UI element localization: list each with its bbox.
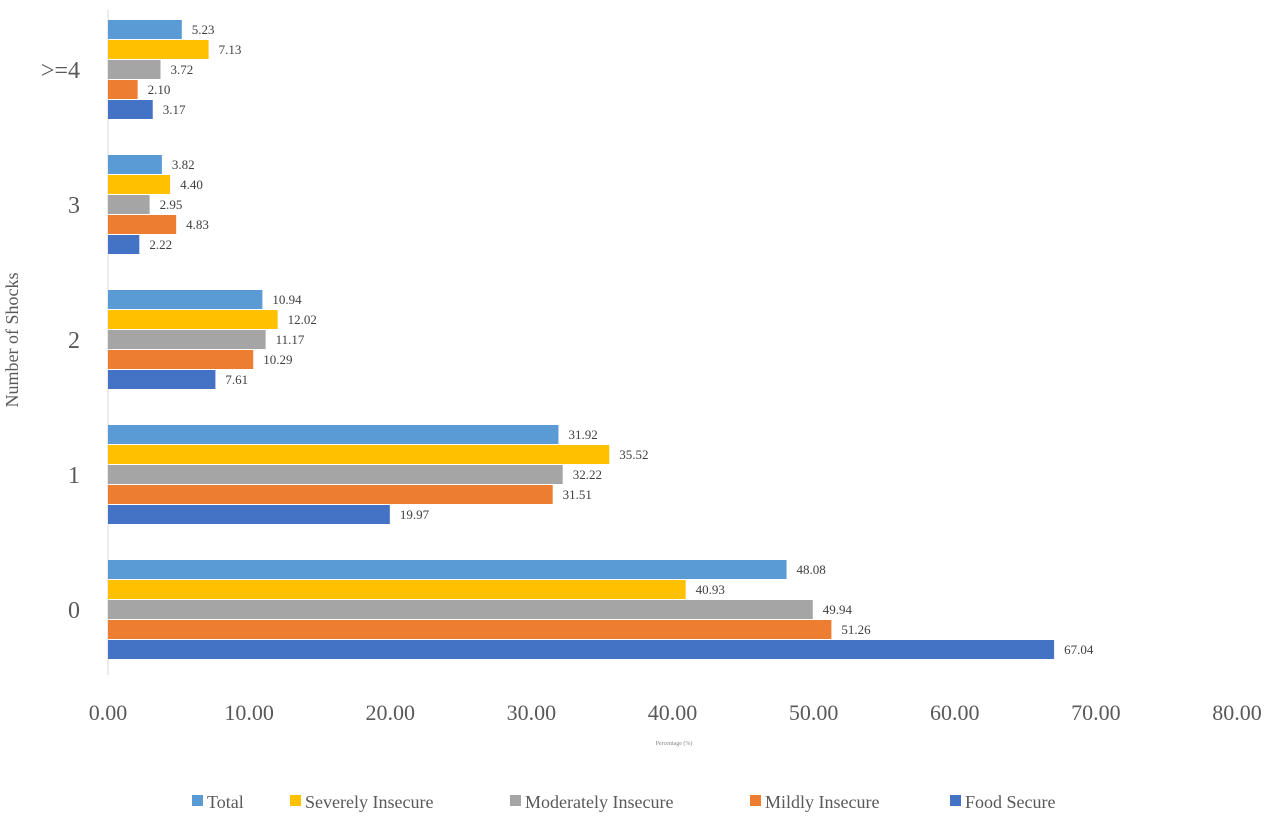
- bar-mildly-insecure->=4: [108, 80, 138, 99]
- data-label: 32.22: [573, 467, 602, 482]
- data-label: 10.94: [272, 292, 302, 307]
- data-label: 31.92: [568, 427, 597, 442]
- x-tick-label: 10.00: [224, 700, 274, 725]
- legend-label: Mildly Insecure: [765, 792, 879, 812]
- legend-swatch: [750, 795, 761, 806]
- category-label: >=4: [41, 58, 80, 84]
- category-label: 0: [68, 598, 80, 624]
- bar-moderately-insecure-1: [108, 465, 563, 484]
- legend-swatch: [192, 795, 203, 806]
- bar-food-secure->=4: [108, 100, 153, 119]
- bar-severely-insecure-0: [108, 580, 686, 599]
- category-label: 2: [68, 328, 80, 354]
- x-tick-label: 40.00: [648, 700, 698, 725]
- bar-mildly-insecure-2: [108, 350, 254, 369]
- bar-moderately-insecure-2: [108, 330, 266, 349]
- bar-mildly-insecure-3: [108, 215, 177, 234]
- x-tick-label: 0.00: [89, 700, 128, 725]
- data-label: 51.26: [841, 622, 871, 637]
- data-label: 7.61: [225, 372, 248, 387]
- data-label: 2.22: [149, 237, 172, 252]
- data-label: 12.02: [288, 312, 317, 327]
- legend-label: Total: [207, 792, 244, 812]
- bar-moderately-insecure->=4: [108, 60, 161, 79]
- bar-moderately-insecure-0: [108, 600, 813, 619]
- legend: Total Severely Insecure Moderately Insecur…: [192, 792, 1055, 812]
- data-label: 40.93: [696, 582, 725, 597]
- legend-label: Severely Insecure: [305, 792, 433, 812]
- data-label: 2.10: [148, 82, 171, 97]
- bar-total-2: [108, 290, 263, 309]
- y-axis-label: Number of Shocks: [2, 273, 22, 408]
- x-axis-label: Percentage (%): [656, 740, 693, 747]
- data-label: 3.82: [172, 157, 195, 172]
- bar-severely-insecure-2: [108, 310, 278, 329]
- x-tick-label: 20.00: [366, 700, 416, 725]
- bar-severely-insecure->=4: [108, 40, 209, 59]
- bar-food-secure-3: [108, 235, 140, 254]
- category-label: 3: [68, 193, 80, 219]
- bar-mildly-insecure-1: [108, 485, 553, 504]
- data-label: 4.83: [186, 217, 209, 232]
- x-tick-label: 30.00: [507, 700, 557, 725]
- data-label: 4.40: [180, 177, 203, 192]
- bar-severely-insecure-1: [108, 445, 610, 464]
- legend-swatch: [290, 795, 301, 806]
- data-label: 3.17: [163, 102, 186, 117]
- x-tick-label: 50.00: [789, 700, 839, 725]
- bar-moderately-insecure-3: [108, 195, 150, 214]
- data-label: 11.17: [276, 332, 305, 347]
- data-label: 10.29: [263, 352, 292, 367]
- bar-total->=4: [108, 20, 182, 39]
- data-label: 31.51: [563, 487, 592, 502]
- x-tick-label: 70.00: [1071, 700, 1121, 725]
- bar-total-1: [108, 425, 559, 444]
- data-label: 48.08: [797, 562, 826, 577]
- legend-swatch: [950, 795, 961, 806]
- legend-swatch: [510, 795, 521, 806]
- category-label: 1: [68, 463, 80, 489]
- legend-label: Moderately Insecure: [525, 792, 673, 812]
- data-label: 67.04: [1064, 642, 1094, 657]
- data-label: 35.52: [619, 447, 648, 462]
- x-tick-label: 60.00: [930, 700, 980, 725]
- data-label: 49.94: [823, 602, 853, 617]
- data-label: 7.13: [219, 42, 242, 57]
- bar-total-0: [108, 560, 787, 579]
- bar-total-3: [108, 155, 162, 174]
- data-label: 2.95: [160, 197, 183, 212]
- bar-food-secure-0: [108, 640, 1055, 659]
- data-label: 3.72: [170, 62, 193, 77]
- bar-food-secure-1: [108, 505, 390, 524]
- data-label: 19.97: [400, 507, 430, 522]
- data-label: 5.23: [192, 22, 215, 37]
- bar-severely-insecure-3: [108, 175, 171, 194]
- legend-label: Food Secure: [965, 792, 1055, 812]
- x-tick-label: 80.00: [1212, 700, 1262, 725]
- bar-food-secure-2: [108, 370, 216, 389]
- bar-mildly-insecure-0: [108, 620, 832, 639]
